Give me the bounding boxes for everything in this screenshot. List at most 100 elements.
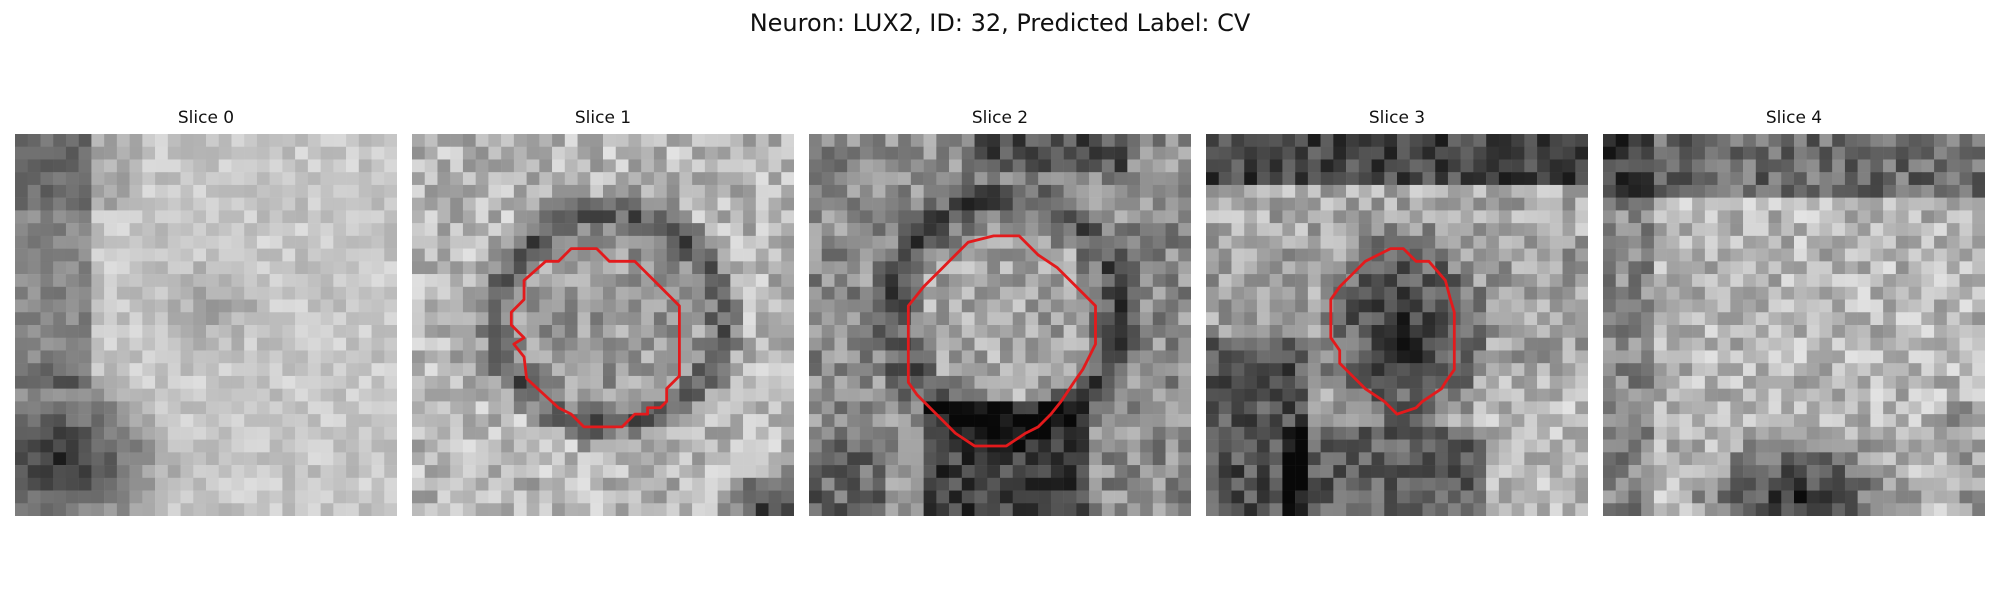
image-pixel	[1486, 210, 1500, 224]
image-pixel	[1435, 426, 1449, 440]
image-pixel	[437, 312, 451, 326]
image-pixel	[1231, 134, 1245, 147]
image-pixel	[1140, 146, 1154, 160]
image-pixel	[78, 452, 92, 466]
image-pixel	[116, 223, 130, 237]
image-pixel	[1000, 490, 1013, 504]
image-pixel	[1384, 465, 1398, 479]
image-pixel	[1140, 235, 1154, 249]
image-pixel	[564, 134, 578, 147]
image-pixel	[358, 465, 372, 479]
image-pixel	[936, 363, 950, 377]
image-pixel	[412, 363, 425, 377]
image-pixel	[282, 235, 296, 249]
image-pixel	[424, 146, 438, 160]
image-pixel	[1447, 375, 1461, 389]
image-pixel	[180, 337, 194, 351]
image-pixel	[1524, 299, 1538, 313]
image-pixel	[910, 401, 924, 415]
image-pixel	[358, 235, 372, 249]
image-pixel	[923, 465, 937, 479]
image-pixel	[1114, 363, 1128, 377]
image-pixel	[437, 286, 451, 300]
image-pixel	[1012, 274, 1026, 288]
image-pixel	[1101, 375, 1115, 389]
image-pixel	[53, 159, 67, 173]
image-pixel	[501, 248, 515, 262]
image-pixel	[987, 452, 1001, 466]
image-pixel	[437, 503, 451, 516]
image-pixel	[1269, 426, 1283, 440]
image-pixel	[910, 452, 924, 466]
image-pixel	[1152, 146, 1166, 160]
image-pixel	[412, 210, 425, 224]
image-pixel	[256, 375, 270, 389]
image-pixel	[104, 414, 118, 428]
image-pixel	[1641, 172, 1655, 186]
image-pixel	[1460, 426, 1474, 440]
image-pixel	[450, 503, 464, 516]
image-pixel	[1730, 388, 1744, 402]
image-pixel	[730, 375, 744, 389]
image-pixel	[1422, 274, 1436, 288]
image-pixel	[1435, 235, 1449, 249]
image-pixel	[346, 312, 360, 326]
image-pixel	[1358, 299, 1372, 313]
image-pixel	[1806, 134, 1820, 147]
image-pixel	[1666, 503, 1680, 516]
image-pixel	[872, 375, 886, 389]
image-pixel	[603, 477, 616, 491]
image-pixel	[1895, 439, 1909, 453]
image-pixel	[1562, 299, 1576, 313]
image-pixel	[40, 503, 54, 516]
image-pixel	[1269, 172, 1283, 186]
image-pixel	[218, 363, 232, 377]
image-pixel	[1307, 286, 1321, 300]
image-pixel	[1743, 286, 1757, 300]
image-pixel	[1295, 325, 1309, 338]
image-pixel	[1794, 401, 1807, 415]
image-pixel	[40, 223, 54, 237]
image-pixel	[91, 414, 105, 428]
image-pixel	[526, 248, 540, 262]
image-pixel	[1114, 274, 1128, 288]
image-pixel	[155, 197, 169, 211]
image-pixel	[53, 274, 67, 288]
image-pixel	[1114, 159, 1128, 173]
image-pixel	[1000, 350, 1013, 364]
image-pixel	[1089, 477, 1103, 491]
image-pixel	[206, 426, 219, 440]
image-pixel	[142, 439, 156, 453]
image-pixel	[577, 235, 591, 249]
image-pixel	[295, 375, 309, 389]
image-pixel	[53, 134, 67, 147]
image-pixel	[1063, 223, 1077, 237]
image-pixel	[78, 261, 92, 275]
image-pixel	[1269, 299, 1283, 313]
image-pixel	[1295, 503, 1309, 516]
image-pixel	[1076, 312, 1090, 326]
image-pixel	[1524, 350, 1538, 364]
cell-contour	[509, 247, 681, 429]
image-pixel	[180, 465, 194, 479]
image-pixel	[666, 477, 680, 491]
image-pixel	[1140, 299, 1154, 313]
image-pixel	[1704, 363, 1718, 377]
image-pixel	[1101, 286, 1115, 300]
image-pixel	[1628, 299, 1642, 313]
image-pixel	[91, 223, 105, 237]
image-pixel	[488, 401, 502, 415]
image-pixel	[346, 465, 360, 479]
image-pixel	[1615, 223, 1629, 237]
image-pixel	[1486, 274, 1500, 288]
image-pixel	[142, 388, 156, 402]
image-pixel	[1282, 477, 1296, 491]
image-pixel	[692, 134, 706, 147]
image-pixel	[885, 477, 899, 491]
image-pixel	[1025, 414, 1039, 428]
image-pixel	[730, 184, 744, 198]
image-pixel	[1641, 477, 1655, 491]
image-pixel	[1832, 146, 1846, 160]
image-pixel	[539, 337, 553, 351]
image-pixel	[1050, 337, 1064, 351]
